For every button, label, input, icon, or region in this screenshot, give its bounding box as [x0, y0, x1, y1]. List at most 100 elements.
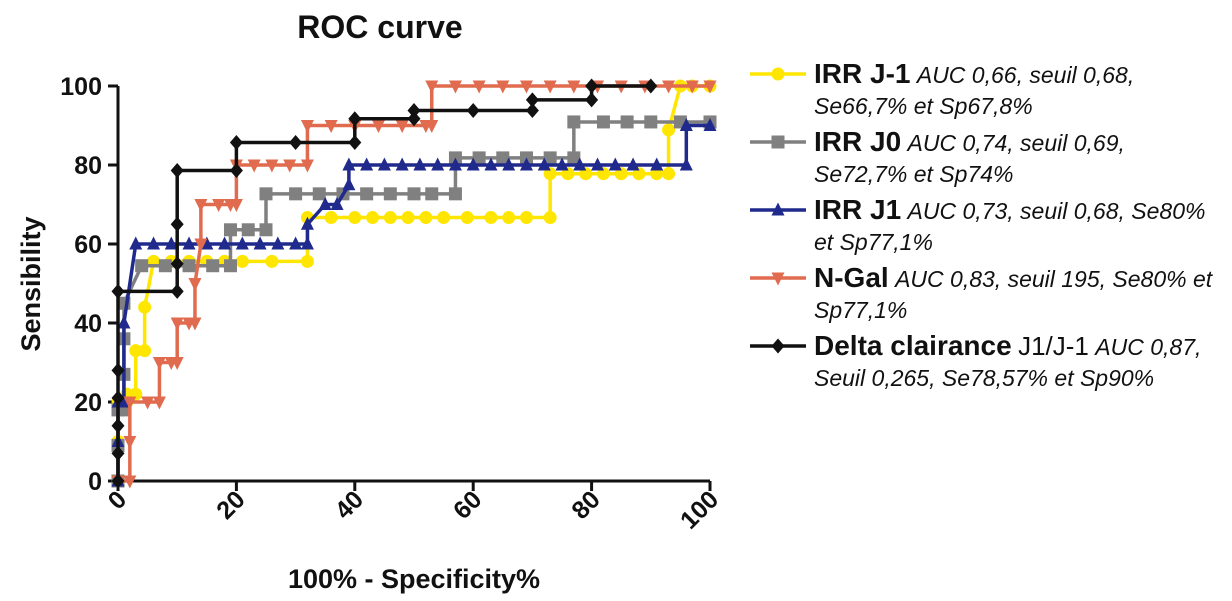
- data-point: [537, 157, 551, 171]
- data-point: [111, 283, 125, 299]
- legend-swatch-marker: [771, 67, 785, 81]
- data-point: [259, 223, 273, 237]
- data-point: [324, 120, 338, 133]
- data-point: [496, 151, 510, 165]
- x-tick-label: 80: [566, 485, 605, 524]
- legend-series-name: IRR J0: [814, 126, 902, 157]
- data-point: [212, 199, 226, 212]
- data-point: [567, 151, 581, 165]
- data-point: [117, 315, 131, 329]
- data-point: [318, 197, 332, 210]
- data-point: [117, 394, 131, 408]
- data-point: [170, 283, 184, 299]
- data-point: [425, 80, 439, 94]
- data-point: [300, 120, 314, 133]
- data-point: [360, 157, 374, 171]
- legend-item-irr-j1: IRR J1 AUC 0,73, seuil 0,68, Se80% et Sp…: [748, 194, 1218, 258]
- series-0: [111, 79, 717, 488]
- data-point: [519, 157, 533, 171]
- y-tick-label: 100: [60, 73, 102, 101]
- data-point: [679, 157, 693, 171]
- data-point: [300, 159, 314, 173]
- data-point: [348, 134, 362, 150]
- data-point: [348, 211, 362, 225]
- data-point: [111, 390, 125, 406]
- data-point: [484, 211, 498, 225]
- data-point: [425, 187, 439, 201]
- data-point: [289, 134, 303, 150]
- data-point: [188, 317, 202, 331]
- data-point: [573, 157, 587, 171]
- data-point: [265, 159, 279, 173]
- data-point: [194, 238, 208, 252]
- data-point: [662, 80, 676, 94]
- data-point: [265, 254, 279, 268]
- data-point: [650, 157, 664, 171]
- data-point: [170, 357, 184, 370]
- data-point: [138, 344, 152, 358]
- legend-swatch: [750, 338, 806, 354]
- data-point: [496, 80, 510, 94]
- data-point: [348, 111, 362, 127]
- y-ticks: 0 20 40 60 80 100: [60, 73, 118, 496]
- data-point: [330, 197, 344, 210]
- data-point: [585, 92, 599, 108]
- data-point: [448, 157, 462, 171]
- legend-swatch: [750, 272, 806, 286]
- data-point: [138, 300, 152, 314]
- y-axis-label: Sensibility: [16, 216, 46, 351]
- data-point: [567, 80, 581, 94]
- data-point: [466, 157, 480, 171]
- data-point: [247, 159, 261, 173]
- data-point: [289, 236, 303, 250]
- series-1: [111, 115, 717, 488]
- data-point: [525, 92, 539, 108]
- data-point: [324, 211, 338, 225]
- data-point: [383, 211, 397, 225]
- series-2: [111, 118, 717, 487]
- legend-swatch: [750, 202, 806, 216]
- data-point: [253, 236, 267, 250]
- legend-series-name: Delta clairance: [814, 330, 1012, 361]
- data-point: [644, 78, 658, 94]
- data-point: [366, 211, 380, 225]
- data-point: [460, 211, 474, 225]
- series-4: [111, 78, 658, 489]
- data-point: [123, 475, 137, 489]
- y-tick-label: 80: [74, 152, 102, 180]
- data-point: [543, 151, 557, 165]
- data-point: [413, 157, 427, 171]
- series-layer: [111, 78, 717, 489]
- legend-swatch-marker: [771, 272, 785, 286]
- legend-swatch: [750, 67, 806, 81]
- x-axis-label: 100% - Specificity%: [288, 564, 540, 594]
- data-point: [300, 236, 314, 250]
- data-point: [200, 236, 214, 250]
- data-point: [567, 115, 581, 129]
- data-point: [395, 120, 409, 133]
- data-point: [188, 278, 202, 291]
- data-point: [147, 236, 161, 250]
- data-point: [129, 236, 143, 250]
- data-point: [407, 111, 421, 127]
- data-point: [229, 163, 243, 179]
- legend-item-irr-j-1: IRR J-1 AUC 0,66, seuil 0,68, Se66,7% et…: [748, 58, 1218, 122]
- data-point: [235, 254, 249, 268]
- x-ticks: 0 20 40 60 80 100: [103, 481, 724, 535]
- data-point: [425, 120, 439, 133]
- data-point: [170, 317, 184, 331]
- data-point: [703, 80, 717, 94]
- data-point: [123, 396, 137, 410]
- data-point: [448, 187, 462, 201]
- data-point: [152, 357, 166, 370]
- data-point: [141, 396, 155, 410]
- data-point: [407, 187, 421, 201]
- data-point: [111, 362, 125, 378]
- data-point: [123, 436, 137, 449]
- legend-swatch-marker: [771, 338, 785, 354]
- y-tick-label: 40: [74, 310, 102, 338]
- data-point: [289, 187, 303, 201]
- data-point: [206, 259, 220, 273]
- x-tick-label: 100: [675, 485, 724, 534]
